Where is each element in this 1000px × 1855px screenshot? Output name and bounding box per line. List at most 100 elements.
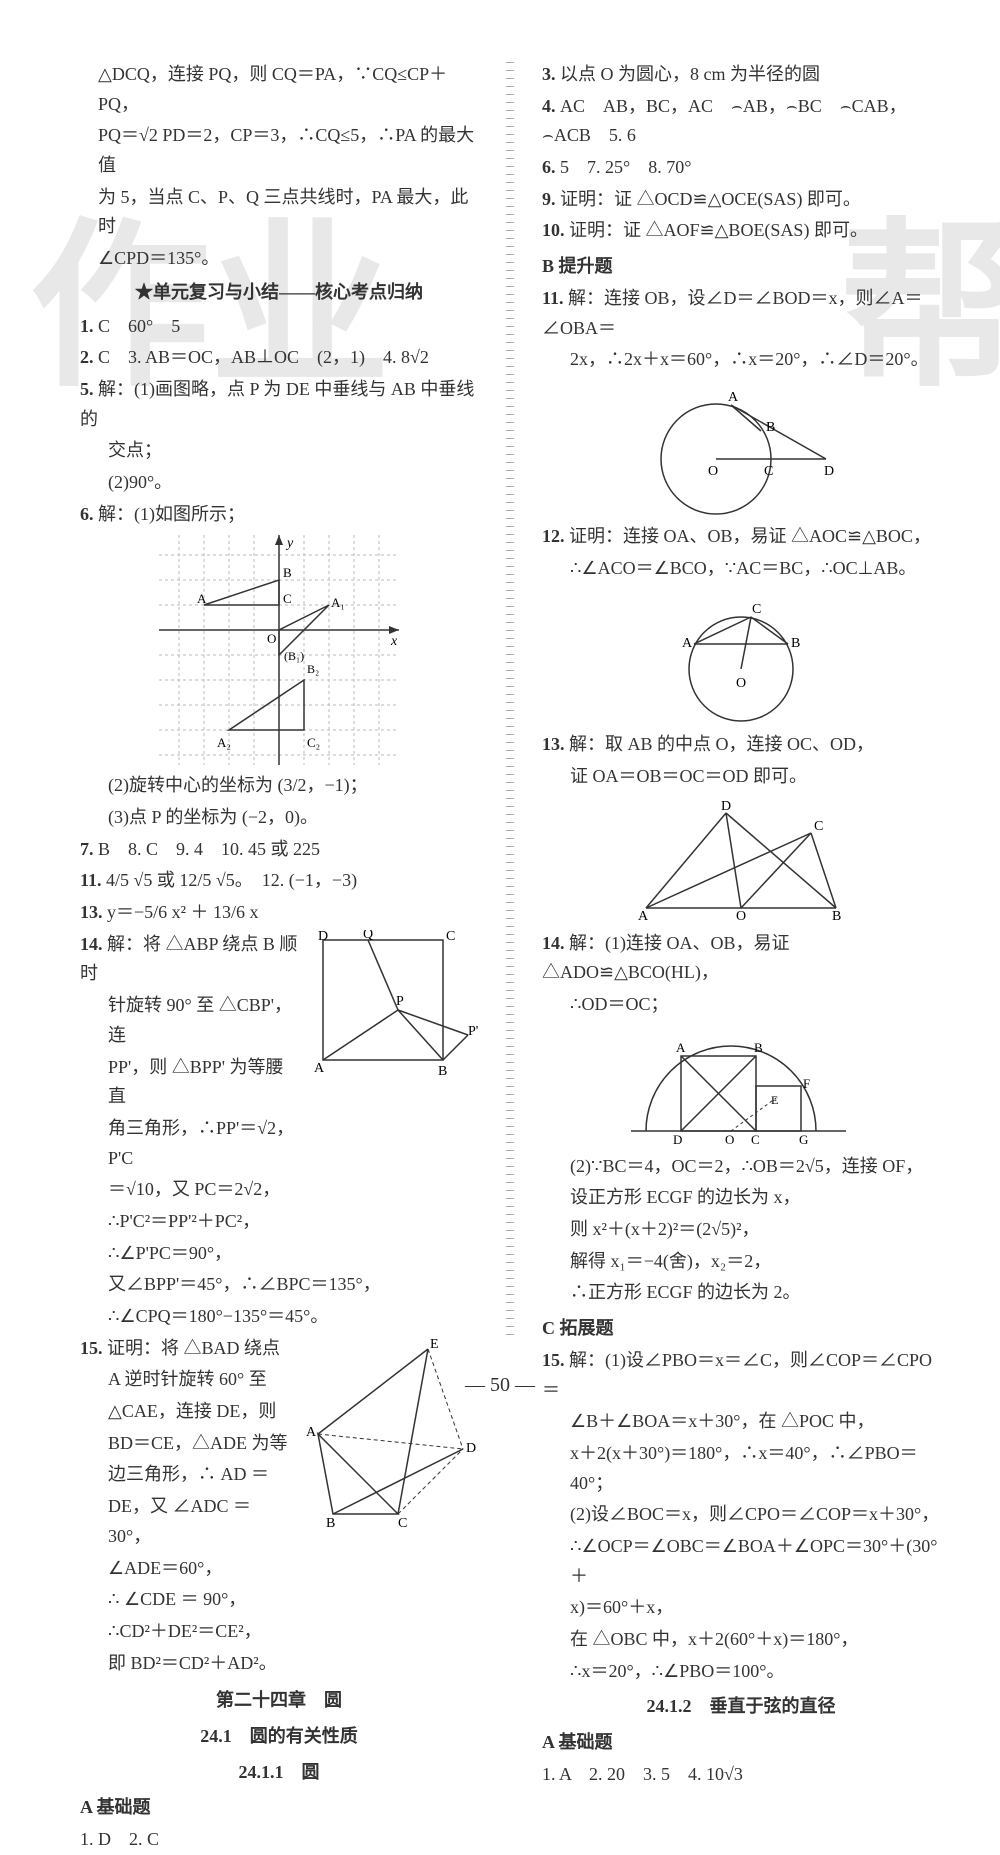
unit-review-title: ★单元复习与小结——核心考点归纳 bbox=[80, 278, 478, 308]
item-14a-text: 解：将 △ABP 绕点 B 顺时 bbox=[80, 934, 297, 984]
r-item-11a: 11. 解：连接 OB，设∠D＝∠BOD＝x，则∠A＝∠OBA＝ bbox=[542, 284, 940, 343]
item-14c: PP'，则 △BPP' 为等腰直 bbox=[80, 1053, 298, 1112]
item-5b: 交点； bbox=[80, 436, 478, 466]
svg-text:G: G bbox=[799, 1132, 808, 1146]
svg-text:B: B bbox=[791, 636, 800, 651]
r-item-13b: 证 OA＝OB＝OC＝OD 即可。 bbox=[542, 762, 940, 792]
svg-text:E: E bbox=[430, 1337, 439, 1352]
item-14a: 14. 解：将 △ABP 绕点 B 顺时 bbox=[80, 930, 298, 989]
item-15j: 即 BD²＝CD²＋AD²。 bbox=[80, 1649, 288, 1679]
svg-text:Q: Q bbox=[363, 930, 373, 942]
two-column-layout: △DCQ，连接 PQ，则 CQ＝PA，∵CQ≤CP＋PQ， PQ＝√2 PD＝2… bbox=[80, 60, 940, 1340]
figure-r12: AB CO bbox=[542, 589, 940, 724]
svg-text:A₁: A₁ bbox=[331, 595, 345, 610]
figure-14: DQ CA BP P' bbox=[308, 930, 478, 1080]
section-a2-items: 1. A 2. 20 3. 5 4. 10√3 bbox=[542, 1760, 940, 1790]
item-5: 5. 解：(1)画图略，点 P 为 DE 中垂线与 AB 中垂线的 bbox=[80, 375, 478, 434]
svg-text:B: B bbox=[283, 565, 292, 580]
r-item-15b: ∠B＋∠BOA＝x＋30°，在 △POC 中， bbox=[542, 1407, 940, 1437]
section-b-label: B 提升题 bbox=[542, 252, 940, 282]
item-15g: ∠ADE＝60°， bbox=[80, 1554, 288, 1584]
section-24-1-2-title: 24.1.2 垂直于弦的直径 bbox=[542, 1692, 940, 1722]
item-15a-text: 证明：将 △BAD 绕点 bbox=[107, 1338, 280, 1358]
item-14i: ∴∠CPQ＝180°−135°＝45°。 bbox=[80, 1302, 478, 1332]
r-item-14d: 设正方形 ECGF 的边长为 x， bbox=[542, 1183, 940, 1213]
item-15h: ∴ ∠CDE ＝ 90°， bbox=[80, 1585, 288, 1615]
item-15f: DE，又 ∠ADC ＝ 30°， bbox=[80, 1492, 288, 1551]
svg-text:A: A bbox=[682, 636, 693, 651]
item-11-text: 4/5 √5 或 12/5 √5。 12. (−1，−3) bbox=[106, 870, 357, 890]
r-item-9-text: 证明：证 △OCD≌△OCE(SAS) 即可。 bbox=[560, 189, 861, 209]
item-14e: ＝√10，又 PC＝2√2， bbox=[80, 1175, 298, 1205]
r-item-14g: ∴正方形 ECGF 的边长为 2。 bbox=[542, 1278, 940, 1308]
item-5c: (2)90°。 bbox=[80, 468, 478, 498]
r-item-14a-text: 解：(1)连接 OA、OB，易证 △ADO≌△BCO(HL)， bbox=[542, 933, 790, 983]
r-item-6-text: 5 7. 25° 8. 70° bbox=[560, 157, 691, 177]
svg-text:B: B bbox=[438, 1064, 447, 1079]
item-15-wrap: 15. 证明：将 △BAD 绕点 A 逆时针旋转 60° 至 △CAE，连接 D… bbox=[80, 1334, 478, 1681]
section-24-1-title: 24.1 圆的有关性质 bbox=[80, 1722, 478, 1752]
svg-text:A₂: A₂ bbox=[217, 735, 231, 750]
svg-text:B: B bbox=[766, 420, 775, 435]
item-6b: (2)旋转中心的坐标为 (3/2，−1)； bbox=[80, 771, 478, 801]
svg-text:A: A bbox=[676, 1040, 686, 1055]
item-1-text: C 60° 5 bbox=[98, 316, 180, 336]
svg-text:B₂: B₂ bbox=[307, 662, 319, 676]
r-item-12b: ∴∠ACO＝∠BCO，∵AC＝BC，∴OC⊥AB。 bbox=[542, 554, 940, 584]
item-6a: 6. 解：(1)如图所示； bbox=[80, 500, 478, 530]
r-item-11b: 2x，∴2x＋x＝60°，∴x＝20°，∴∠D＝20°。 bbox=[542, 345, 940, 375]
item-6c: (3)点 P 的坐标为 (−2，0)。 bbox=[80, 803, 478, 833]
intro-line: PQ＝√2 PD＝2，CP＝3，∴CQ≤5，∴PA 的最大值 bbox=[80, 121, 478, 180]
item-7-text: B 8. C 9. 4 10. 45 或 225 bbox=[98, 839, 320, 859]
r-item-15d: (2)设∠BOC＝x，则∠CPO＝∠COP＝x＋30°， bbox=[542, 1500, 940, 1530]
figure-15: AB CD E bbox=[298, 1334, 478, 1529]
r-item-4-text: AC AB，BC，AC ⌢AB，⌢BC ⌢CAB，⌢ACB 5. 6 bbox=[542, 96, 907, 146]
figure-r14: AB FE DO CG bbox=[542, 1026, 940, 1146]
r-item-12a: 12. 证明：连接 OA、OB，易证 △AOC≌△BOC， bbox=[542, 522, 940, 552]
svg-text:A: A bbox=[314, 1061, 325, 1076]
svg-text:O: O bbox=[725, 1132, 734, 1146]
r-item-10-text: 证明：证 △AOF≌△BOE(SAS) 即可。 bbox=[569, 220, 868, 240]
svg-text:C: C bbox=[446, 930, 455, 944]
right-column: 3. 以点 O 为圆心，8 cm 为半径的圆 4. AC AB，BC，AC ⌢A… bbox=[542, 60, 940, 1340]
r-item-13a: 13. 解：取 AB 的中点 O，连接 OC、OD， bbox=[542, 730, 940, 760]
item-14g: ∴∠P'PC＝90°， bbox=[80, 1239, 298, 1269]
svg-text:D: D bbox=[318, 930, 328, 944]
svg-text:O: O bbox=[708, 464, 718, 479]
r-item-11a-text: 解：连接 OB，设∠D＝∠BOD＝x，则∠A＝∠OBA＝ bbox=[542, 288, 923, 338]
figure-r13: AO BD C bbox=[542, 798, 940, 923]
svg-text:x: x bbox=[390, 634, 398, 649]
section-a-label: A 基础题 bbox=[80, 1793, 478, 1823]
svg-text:C₂: C₂ bbox=[307, 735, 320, 750]
svg-text:D: D bbox=[721, 799, 731, 814]
column-divider bbox=[506, 60, 514, 1340]
svg-text:P: P bbox=[396, 994, 404, 1009]
left-column: △DCQ，连接 PQ，则 CQ＝PA，∵CQ≤CP＋PQ， PQ＝√2 PD＝2… bbox=[80, 60, 478, 1340]
section-a2-label: A 基础题 bbox=[542, 1728, 940, 1758]
svg-text:A: A bbox=[306, 1425, 317, 1440]
r-item-14a: 14. 解：(1)连接 OA、OB，易证 △ADO≌△BCO(HL)， bbox=[542, 929, 940, 988]
item-1: 1. C 60° 5 bbox=[80, 312, 478, 342]
section-c-label: C 拓展题 bbox=[542, 1314, 940, 1344]
svg-text:C: C bbox=[764, 464, 773, 479]
r-item-15h: ∴x＝20°，∴∠PBO＝100°。 bbox=[542, 1657, 940, 1687]
figure-r11: AB OC D bbox=[542, 381, 940, 516]
item-15c: △CAE，连接 DE，则 bbox=[80, 1397, 288, 1427]
figure-6-svg: y x O AB CA₁ (B₁) B₂ A₂C₂ bbox=[159, 535, 399, 765]
section-24-1-1-title: 24.1.1 圆 bbox=[80, 1758, 478, 1788]
item-7: 7. B 8. C 9. 4 10. 45 或 225 bbox=[80, 835, 478, 865]
item-15d: BD＝CE，△ADE 为等 bbox=[80, 1429, 288, 1459]
r-item-13a-text: 解：取 AB 的中点 O，连接 OC、OD， bbox=[569, 734, 874, 754]
r-item-14f: 解得 x₁＝−4(舍)，x₂＝2， bbox=[542, 1247, 940, 1277]
item-15b: A 逆时针旋转 60° 至 bbox=[80, 1365, 288, 1395]
svg-text:D: D bbox=[673, 1132, 682, 1146]
r-item-15c: x＋2(x＋30°)＝180°，∴x＝40°，∴∠PBO＝40°； bbox=[542, 1439, 940, 1498]
item-2-text: C 3. AB＝OC，AB⊥OC (2，1) 4. 8√2 bbox=[98, 347, 429, 367]
r-item-12a-text: 证明：连接 OA、OB，易证 △AOC≌△BOC， bbox=[569, 526, 931, 546]
intro-line: 为 5，当点 C、P、Q 三点共线时，PA 最大，此时 bbox=[80, 183, 478, 242]
svg-text:O: O bbox=[736, 676, 746, 691]
svg-text:F: F bbox=[803, 1076, 810, 1091]
r-item-15f: x)＝60°＋x， bbox=[542, 1593, 940, 1623]
svg-text:E: E bbox=[771, 1093, 778, 1107]
item-15i: ∴CD²＋DE²＝CE²， bbox=[80, 1617, 288, 1647]
